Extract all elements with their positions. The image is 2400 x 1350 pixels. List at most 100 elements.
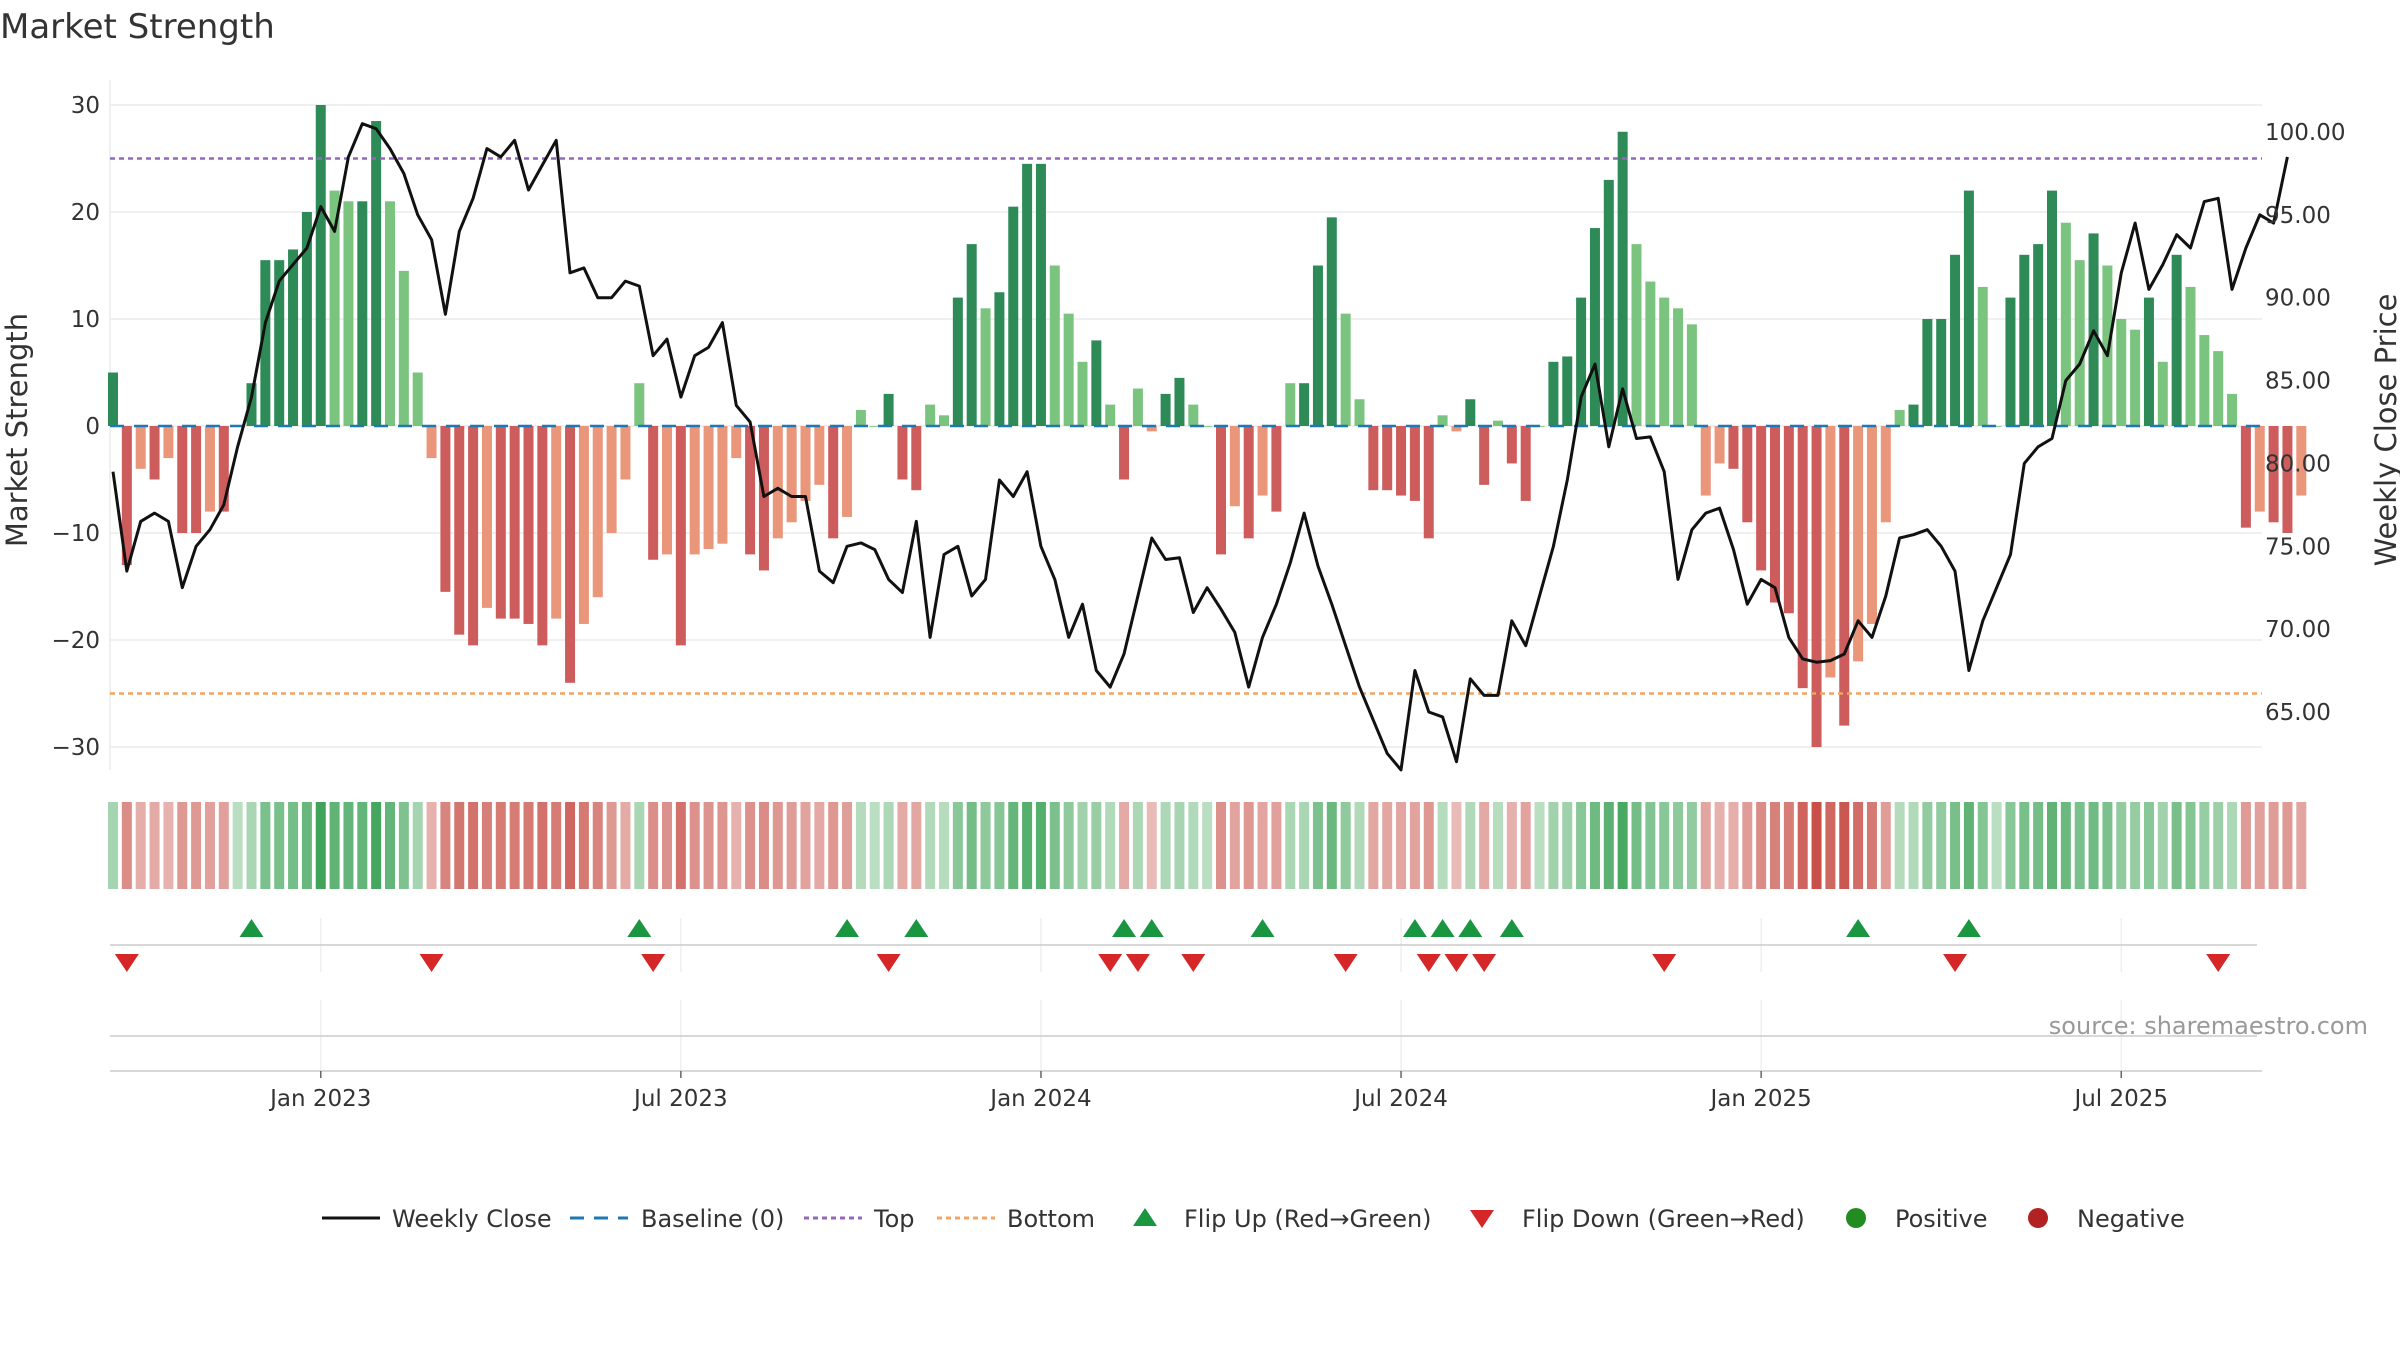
heat-strip-cell — [869, 802, 880, 889]
strength-bar — [523, 426, 534, 624]
weekly-close-line — [111, 122, 2289, 772]
strength-bar — [1811, 426, 1822, 747]
heat-strip-cell — [218, 802, 229, 889]
legend-label: Baseline (0) — [641, 1205, 784, 1233]
strength-bar — [2296, 426, 2307, 496]
heat-strip-cell — [648, 802, 659, 889]
x-tick-label: Jan 2025 — [1708, 1086, 1811, 1112]
strength-bar — [1229, 426, 1240, 507]
legend-label: Flip Up (Red→Green) — [1184, 1205, 1432, 1233]
left-tick-label: 20 — [71, 200, 100, 226]
heat-strip-cell — [1645, 802, 1656, 889]
heat-strip-cell — [2227, 802, 2238, 889]
source-label: source: sharemaestro.com — [2049, 1012, 2368, 1040]
strength-bar — [246, 383, 257, 426]
strength-bar — [1312, 265, 1323, 426]
heat-strip-cell — [689, 802, 700, 889]
x-axis-ticks: Jan 2023 Jul 2023 Jan 2024 Jul 2024 Jan 2025… — [268, 1071, 2168, 1112]
strength-bar — [772, 426, 783, 539]
flip-down-marker — [2206, 954, 2231, 972]
right-tick-label: 95.00 — [2265, 203, 2331, 229]
heat-strip-cell — [2213, 802, 2224, 889]
heat-strip-cell — [440, 802, 451, 889]
strength-bar — [675, 426, 686, 646]
strength-bar — [2227, 393, 2238, 426]
heat-strip-cell — [620, 802, 631, 889]
strength-bar — [1396, 426, 1407, 496]
strength-bar — [1700, 426, 1711, 496]
strength-bar — [329, 190, 340, 426]
heat-strip-cell — [288, 802, 299, 889]
strength-bar — [440, 426, 451, 592]
heat-strip-cell — [2033, 802, 2044, 889]
heat-strip-cell — [675, 802, 686, 889]
left-tick-label: −10 — [51, 521, 100, 547]
heat-strip-cell — [1576, 802, 1587, 889]
strength-bar — [385, 201, 395, 426]
heat-strip-cell — [274, 802, 285, 889]
x-tick-label: Jan 2023 — [268, 1086, 371, 1112]
legend: Weekly Close Baseline (0) Top Bottom Flip Up… — [322, 1205, 2185, 1233]
strength-bar — [1562, 356, 1573, 426]
strength-bar — [135, 426, 146, 469]
strength-bar — [481, 426, 492, 608]
heat-strip-cell — [1714, 802, 1725, 889]
strength-bar — [274, 260, 285, 426]
heat-strip-cell — [2240, 802, 2251, 889]
strength-bar — [343, 201, 354, 426]
left-tick-label: 0 — [85, 414, 100, 440]
flip-down-marker — [641, 954, 666, 972]
heat-strip-cell — [1299, 802, 1310, 889]
strength-bar — [786, 426, 797, 523]
flip-up-marker — [1458, 919, 1483, 937]
heat-strip-cell — [1119, 802, 1130, 889]
heat-strip-cell — [1493, 802, 1503, 889]
flip-down-marker — [114, 954, 139, 972]
x-tick-label: Jul 2024 — [1352, 1086, 1448, 1112]
heat-strip-cell — [1451, 802, 1462, 889]
strength-bar — [426, 426, 437, 459]
strength-bar — [1271, 426, 1282, 512]
heat-strip-cell — [1950, 802, 1961, 889]
heat-strip-cell — [1312, 802, 1323, 889]
strength-bar — [717, 426, 728, 544]
strength-bar — [1728, 426, 1739, 469]
strength-bar — [1257, 426, 1268, 496]
heat-strip-cell — [1700, 802, 1711, 889]
heat-strip-cell — [315, 802, 326, 889]
strength-bar — [2102, 265, 2113, 426]
heat-strip-cell — [1285, 802, 1296, 889]
heat-strip-cell — [1271, 802, 1282, 889]
strength-bar — [1105, 404, 1116, 426]
heat-strip-cell — [551, 802, 562, 889]
strength-bar — [2157, 361, 2168, 426]
strength-bar — [1035, 163, 1046, 426]
heat-strip-cell — [2019, 802, 2030, 889]
flip-up-marker — [835, 919, 860, 937]
heat-strip-cell — [2005, 802, 2016, 889]
flip-down-marker — [1652, 954, 1677, 972]
strength-bar — [578, 426, 589, 624]
legend-label: Weekly Close — [392, 1205, 552, 1233]
strength-bar — [1160, 393, 1171, 426]
heat-strip-cell — [1479, 802, 1490, 889]
strength-bar — [897, 426, 908, 480]
heat-strip-cell — [260, 802, 271, 889]
heat-strip-cell — [1617, 802, 1628, 889]
flip-up-marker — [1402, 919, 1427, 937]
strength-bar — [2047, 190, 2057, 426]
strength-bar — [2019, 254, 2030, 426]
heat-strip-cell — [1132, 802, 1143, 889]
heat-strip-cell — [1659, 802, 1670, 889]
heat-strip-cell — [1686, 802, 1697, 889]
strength-bar — [1506, 426, 1517, 464]
heat-strip-cell — [1423, 802, 1434, 889]
heat-strip-cell — [2130, 802, 2141, 889]
heat-strip-cell — [2254, 802, 2265, 889]
strength-bar — [1326, 217, 1337, 426]
flip-up-marker — [904, 919, 929, 937]
strength-bar — [842, 426, 853, 517]
strength-bar — [731, 426, 742, 459]
strength-bar — [551, 426, 562, 619]
strength-bar — [149, 426, 160, 480]
